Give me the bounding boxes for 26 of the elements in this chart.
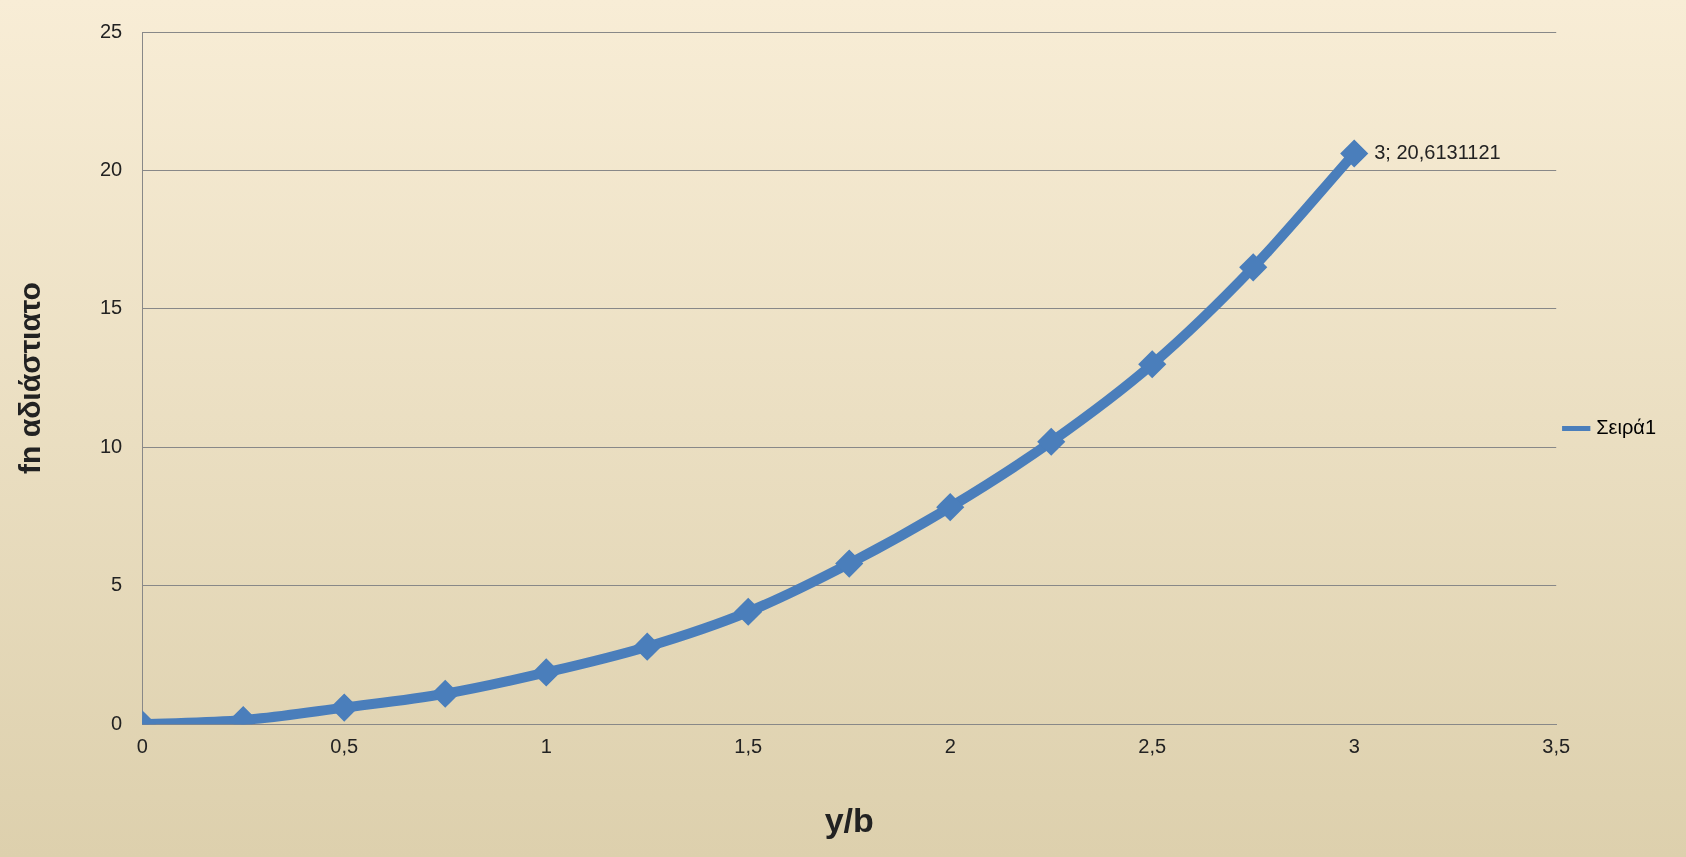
x-tick-label: 3 — [1348, 734, 1360, 757]
x-tick-label: 0,5 — [330, 734, 359, 757]
x-axis-title: y/b — [824, 800, 874, 839]
x-tick-label: 1,5 — [734, 734, 763, 757]
x-tick-label: 2,5 — [1138, 734, 1167, 757]
x-tick-label: 1 — [540, 734, 552, 757]
y-tick-label: 10 — [100, 434, 123, 457]
data-label: 3; 20,6131121 — [1374, 140, 1501, 163]
y-tick-label: 0 — [111, 711, 123, 734]
y-tick-label: 20 — [100, 157, 123, 180]
point — [1138, 350, 1167, 379]
point — [1239, 253, 1268, 282]
point — [734, 597, 763, 626]
legend-label: Σειρά1 — [1596, 416, 1657, 439]
x-tick-label: 2 — [944, 734, 956, 757]
point — [936, 493, 965, 522]
point — [835, 549, 864, 578]
point — [634, 632, 661, 661]
y-axis-title: fn αδιάστιατο — [13, 282, 47, 474]
y-tick-label: 25 — [100, 19, 123, 42]
y-tick-label: 5 — [111, 573, 123, 596]
point — [1340, 139, 1369, 168]
x-tick-label: 3,5 — [1542, 734, 1571, 757]
y-tick-label: 15 — [100, 296, 123, 319]
x-tick-label: 0 — [136, 734, 148, 757]
point — [1037, 427, 1066, 456]
